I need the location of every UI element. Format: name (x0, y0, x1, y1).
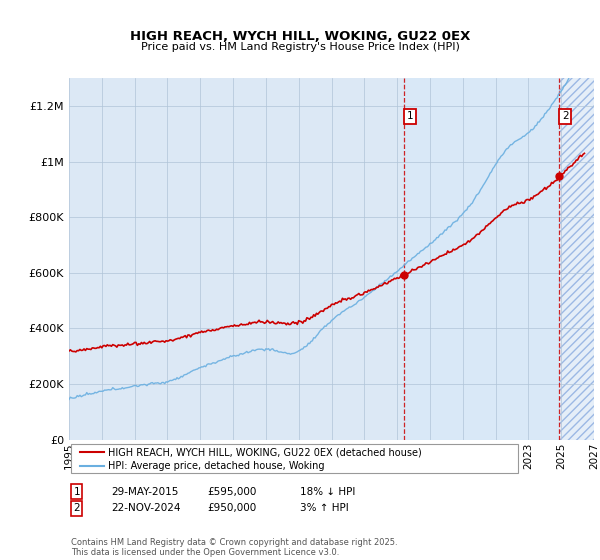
Text: HPI: Average price, detached house, Woking: HPI: Average price, detached house, Woki… (108, 461, 325, 471)
Text: HIGH REACH, WYCH HILL, WOKING, GU22 0EX: HIGH REACH, WYCH HILL, WOKING, GU22 0EX (130, 30, 470, 43)
Text: 1: 1 (406, 111, 413, 122)
Text: 2: 2 (73, 503, 80, 514)
Text: 1: 1 (73, 487, 80, 497)
Text: £595,000: £595,000 (207, 487, 256, 497)
Text: HIGH REACH, WYCH HILL, WOKING, GU22 0EX (detached house): HIGH REACH, WYCH HILL, WOKING, GU22 0EX … (108, 447, 422, 457)
Text: 2: 2 (562, 111, 568, 122)
Text: 29-MAY-2015: 29-MAY-2015 (111, 487, 178, 497)
Text: Contains HM Land Registry data © Crown copyright and database right 2025.
This d: Contains HM Land Registry data © Crown c… (71, 538, 397, 557)
Text: 18% ↓ HPI: 18% ↓ HPI (300, 487, 355, 497)
Bar (559, 78, 594, 440)
Text: £950,000: £950,000 (207, 503, 256, 514)
Text: 22-NOV-2024: 22-NOV-2024 (111, 503, 181, 514)
Text: 3% ↑ HPI: 3% ↑ HPI (300, 503, 349, 514)
Bar (404, 78, 559, 440)
Text: Price paid vs. HM Land Registry's House Price Index (HPI): Price paid vs. HM Land Registry's House … (140, 42, 460, 52)
